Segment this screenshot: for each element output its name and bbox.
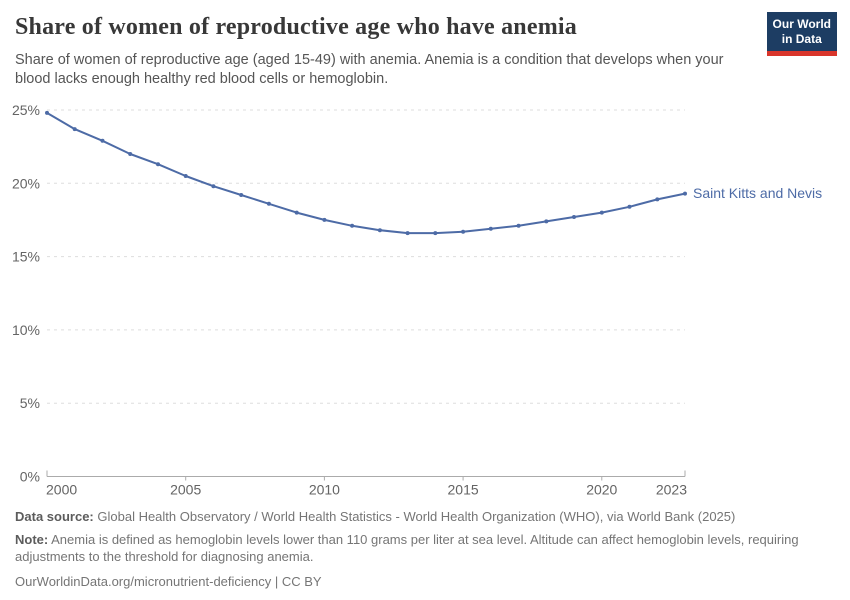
data-point[interactable]: [322, 217, 327, 222]
data-point[interactable]: [683, 191, 687, 196]
data-point[interactable]: [45, 110, 49, 115]
y-axis-label: 5%: [20, 395, 40, 411]
x-axis-label: 2010: [309, 482, 340, 498]
x-axis-label: 2015: [448, 482, 479, 498]
data-point[interactable]: [599, 210, 604, 215]
chart-subtitle: Share of women of reproductive age (aged…: [15, 52, 724, 87]
data-source-line: Data source: Global Health Observatory /…: [15, 508, 813, 525]
data-point[interactable]: [627, 204, 632, 209]
anemia-line-chart[interactable]: 0% 5% 10% 15% 20% 25% 2000 2005 2010 2015 2020 2023…: [0, 0, 850, 505]
data-point[interactable]: [350, 223, 355, 228]
x-axis-label: 2023: [656, 482, 687, 498]
data-point[interactable]: [239, 193, 244, 197]
data-point[interactable]: [211, 184, 216, 189]
y-axis-label: 15%: [12, 249, 40, 265]
trend-line[interactable]: [46, 111, 686, 235]
page-title: Share of women of reproductive age who h…: [15, 14, 577, 40]
data-source-text: Global Health Observatory / World Health…: [97, 509, 736, 524]
data-point[interactable]: [433, 231, 438, 236]
y-axis-label: 0%: [20, 469, 40, 485]
data-point[interactable]: [405, 231, 410, 236]
data-point[interactable]: [183, 174, 188, 178]
data-point[interactable]: [294, 210, 299, 215]
data-point[interactable]: [72, 127, 77, 132]
y-axis-label: 10%: [12, 322, 40, 338]
note-text: Anemia is defined as hemoglobin levels l…: [15, 532, 799, 564]
data-point[interactable]: [100, 138, 105, 143]
note-line: Note: Anemia is defined as hemoglobin le…: [15, 531, 813, 565]
data-point[interactable]: [156, 162, 160, 167]
x-axis-label: 2000: [46, 482, 77, 498]
note-label: Note:: [15, 532, 49, 547]
data-point[interactable]: [377, 228, 382, 233]
y-axis-label: 25%: [12, 102, 40, 118]
chart-footer: Data source: Global Health Observatory /…: [15, 508, 813, 590]
data-source-label: Data source:: [15, 509, 94, 524]
data-point[interactable]: [488, 226, 493, 231]
data-point[interactable]: [655, 197, 660, 202]
footer-link[interactable]: OurWorldinData.org/micronutrient-deficie…: [15, 574, 322, 589]
x-axis-label: 2005: [170, 482, 201, 498]
owid-logo-line2: in Data: [781, 32, 822, 46]
data-point[interactable]: [266, 201, 271, 206]
data-point[interactable]: [572, 215, 576, 219]
owid-logo[interactable]: Our World in Data: [766, 12, 837, 56]
data-point[interactable]: [544, 219, 549, 224]
data-point[interactable]: [516, 223, 521, 228]
y-axis-label: 20%: [12, 175, 40, 191]
data-point[interactable]: [128, 152, 133, 156]
entity-label[interactable]: Saint Kitts and Nevis: [693, 185, 822, 201]
x-axis-label: 2020: [586, 482, 617, 498]
data-point[interactable]: [461, 229, 466, 234]
owid-logo-line1: Our World: [772, 17, 831, 31]
